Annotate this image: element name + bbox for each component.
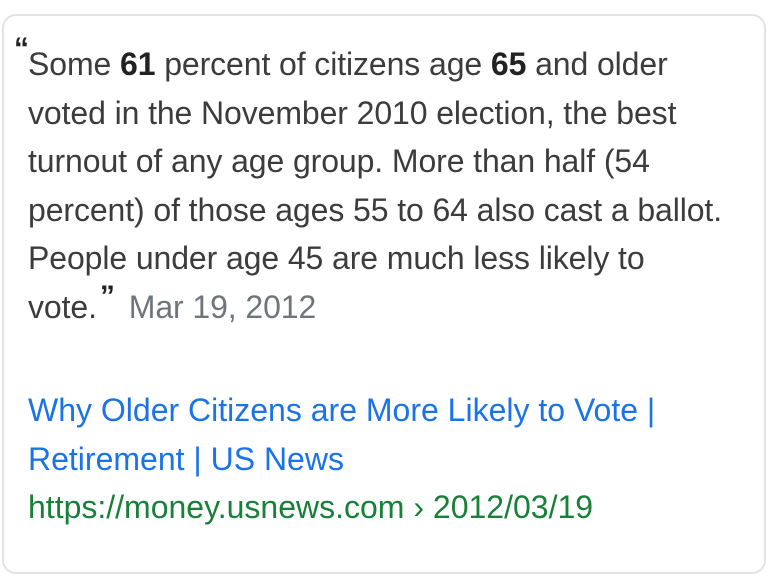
featured-snippet-card bbox=[2, 14, 766, 574]
snippet-text-part2: percent of citizens age bbox=[155, 46, 491, 82]
snippet-bold-65: 65 bbox=[490, 46, 527, 82]
open-quote-mark: “ bbox=[14, 32, 29, 65]
result-url[interactable]: https://money.usnews.com › 2012/03/19 bbox=[28, 489, 594, 525]
snippet-text-part3: and older voted in the November 2010 ele… bbox=[28, 46, 723, 325]
close-quote-mark: ” bbox=[99, 279, 115, 313]
snippet-date: Mar 19, 2012 bbox=[128, 288, 317, 325]
snippet-text-part1: Some bbox=[28, 46, 120, 82]
search-result: Why Older Citizens are More Likely to Vo… bbox=[28, 386, 748, 532]
result-title-link[interactable]: Why Older Citizens are More Likely to Vo… bbox=[28, 392, 656, 477]
snippet-bold-61: 61 bbox=[120, 46, 156, 82]
snippet-quote: “Some 61 percent of citizens age 65 and … bbox=[14, 34, 748, 331]
